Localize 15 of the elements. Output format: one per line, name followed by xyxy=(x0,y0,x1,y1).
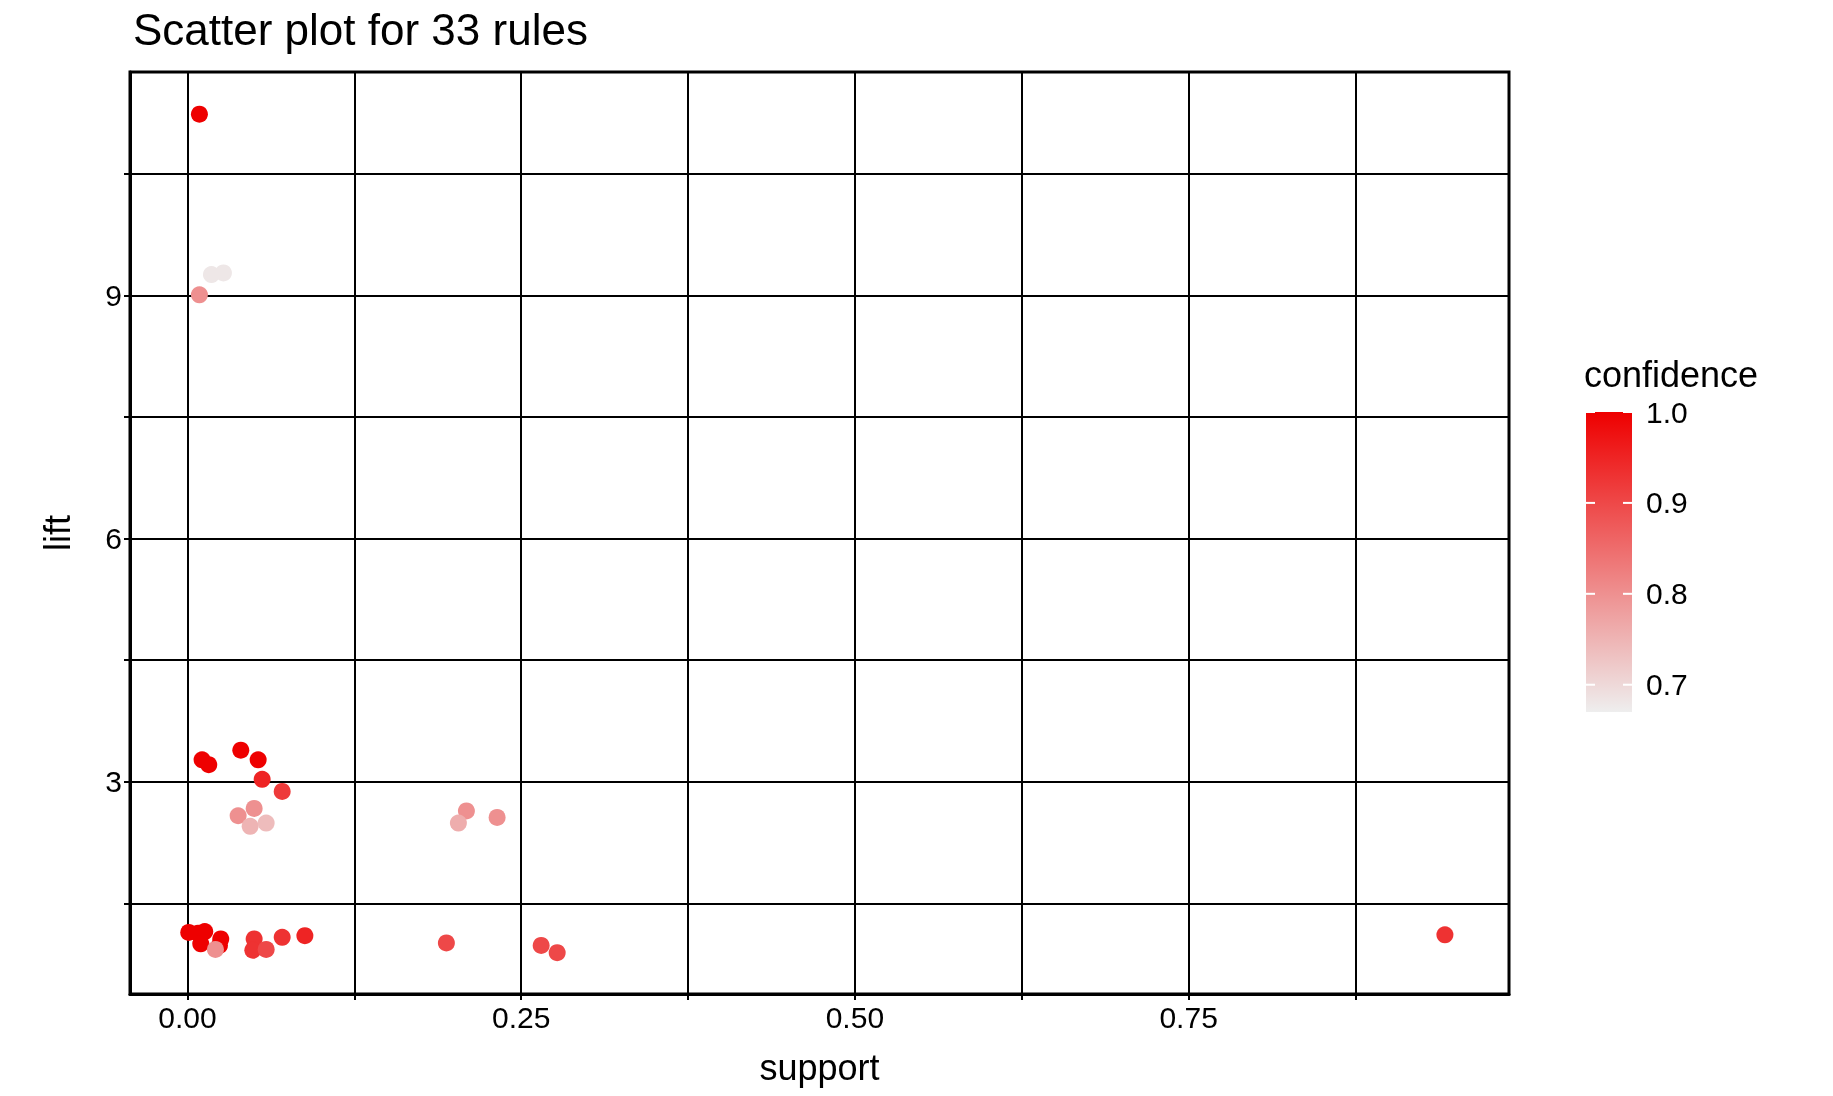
x-tick-label: 0.25 xyxy=(491,1000,551,1034)
x-tick-label: 0.75 xyxy=(1159,1000,1218,1034)
x-tick-label: 0.50 xyxy=(825,1000,885,1034)
color-bar-label: 0.9 xyxy=(1646,486,1688,520)
color-bar-title: confidence xyxy=(1584,353,1759,395)
y-axis-title: lift xyxy=(36,515,78,551)
y-tick-label: 6 xyxy=(105,522,122,556)
chart-title: Scatter plot for 33 rules xyxy=(133,4,588,54)
x-tick-label: 0.00 xyxy=(158,1000,217,1034)
y-tick-label: 3 xyxy=(105,765,122,799)
color-bar-label: 0.8 xyxy=(1646,577,1688,611)
x-axis-title: support xyxy=(759,1046,880,1088)
y-tick-label: 9 xyxy=(105,279,122,313)
color-bar-label: 0.7 xyxy=(1646,668,1688,702)
color-bar-label: 1.0 xyxy=(1646,395,1688,429)
